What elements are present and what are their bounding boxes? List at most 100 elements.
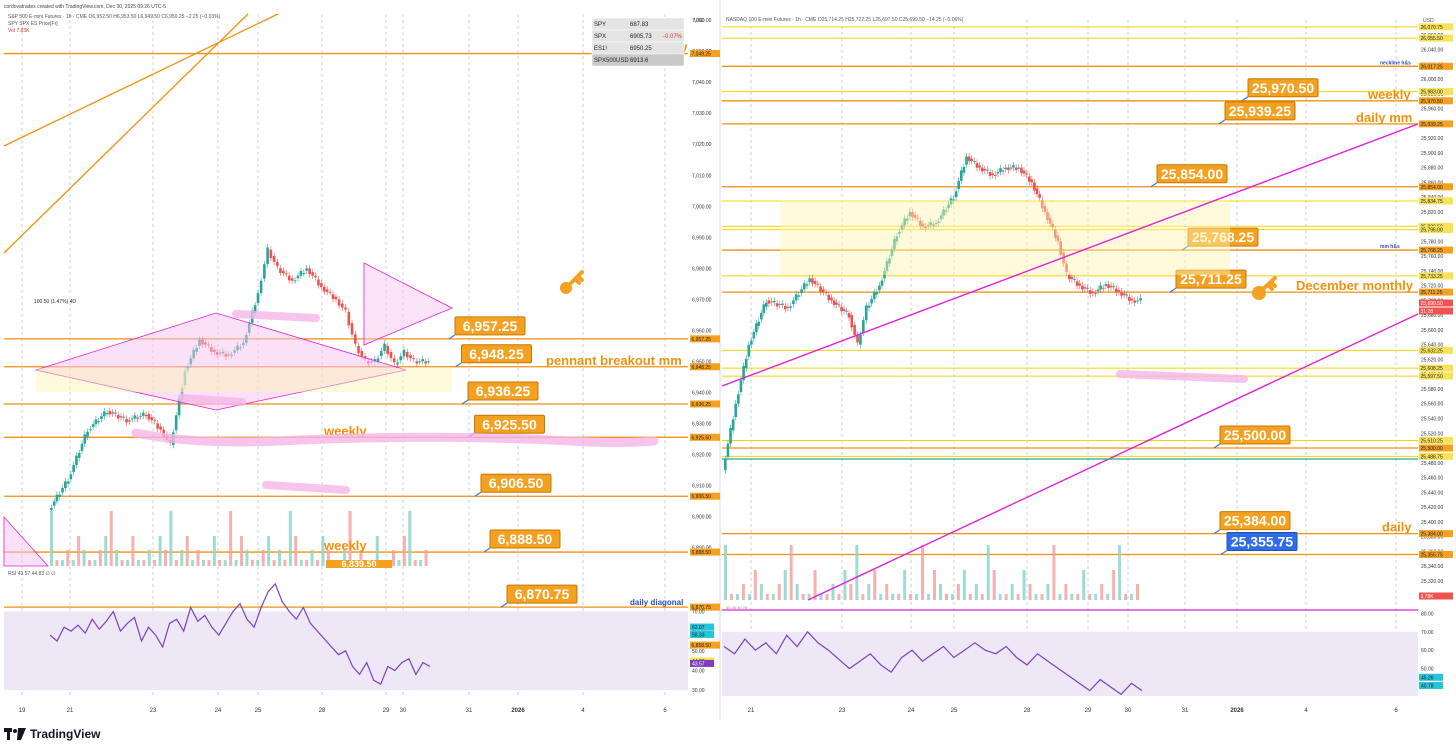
candle-body [808, 278, 812, 282]
candle-body [929, 222, 933, 226]
rsi-band [722, 631, 1418, 697]
price-tick-label: 7,040.00 [692, 80, 712, 86]
volume-bar [402, 536, 406, 566]
volume-bar [93, 560, 97, 566]
volume-bar [1136, 584, 1140, 600]
volume-bar [419, 560, 423, 566]
x-tick-label: 24 [215, 708, 222, 714]
candle-body [913, 214, 917, 218]
volume-bar [843, 570, 847, 600]
candle-body [726, 443, 730, 457]
volume-bar [408, 511, 412, 566]
candle-body [816, 283, 820, 285]
candle-body [337, 299, 341, 306]
volume-bar [1058, 594, 1062, 600]
watchlist-symbol: SPY [594, 22, 606, 28]
level-axis-badge [1419, 88, 1453, 96]
callout-leader [455, 362, 462, 368]
candle-body [862, 320, 865, 333]
candle-body [1117, 290, 1121, 292]
candle-body [1001, 170, 1005, 172]
volume-bar [348, 511, 352, 566]
price-tick-label: 7,020.00 [692, 142, 712, 148]
candle-body [341, 303, 344, 308]
price-callout-text: 6,957.25 [463, 318, 518, 334]
level-axis-badge [690, 603, 720, 611]
volume-bar [753, 570, 757, 600]
x-tick-label: 30 [400, 708, 407, 714]
level-axis-badge-text: 25,834.75 [1421, 199, 1443, 205]
price-tick-label: 25,960.00 [1421, 107, 1443, 113]
volume-bar [795, 584, 799, 600]
volume-bar [992, 570, 996, 600]
price-tick-label: 25,920.00 [1421, 136, 1443, 142]
volume-bar [861, 594, 865, 600]
x-tick-label: 24 [908, 708, 915, 714]
right-currency: USD [1423, 18, 1434, 24]
volume-bar [120, 560, 124, 566]
price-callout-box [1224, 101, 1296, 121]
candle-body [379, 350, 383, 357]
range-annotation: 100.50 (1.47%) 4D [34, 299, 76, 305]
candle-body [937, 221, 940, 223]
candle-body [150, 417, 154, 421]
candle-body [317, 279, 320, 286]
volume-bar [164, 550, 167, 566]
price-tick-label: 25,780.00 [1421, 239, 1443, 245]
candle-body [1125, 294, 1129, 296]
rsi-badge-text: 40.78 [1421, 684, 1434, 690]
candle-body [66, 481, 70, 484]
level-axis-badge-text: 25,355.75 [1421, 552, 1443, 558]
x-tick-label: 4 [581, 708, 585, 714]
candle-body [1022, 170, 1026, 174]
candle-body [786, 306, 790, 308]
price-tick-label: 25,720.00 [1421, 284, 1443, 290]
x-tick-label: 2026 [1230, 708, 1244, 714]
candle-body [1133, 300, 1137, 303]
price-tick-label: 25,400.00 [1421, 520, 1443, 526]
candle-body [880, 280, 884, 286]
volume-bar [915, 594, 919, 600]
candle-body [867, 305, 871, 308]
level-note: pennant breakout mm [546, 353, 682, 368]
credit-text: cordovatrades created with TradingView.c… [4, 4, 166, 10]
candle-body [767, 300, 771, 304]
volume-bar [82, 550, 86, 566]
candle-body [770, 301, 773, 303]
volume-bar [980, 594, 984, 600]
candle-body [757, 321, 761, 326]
highlight-stroke [262, 481, 350, 494]
level-axis-badge [690, 433, 720, 441]
volume-bar [158, 536, 162, 566]
price-tick-label: 25,320.00 [1421, 579, 1443, 585]
level-axis-badge [1419, 23, 1453, 31]
candle-body [1130, 298, 1134, 301]
callout-leader [1169, 287, 1177, 293]
candle-body [360, 350, 364, 357]
rsi-badge [690, 623, 714, 631]
candle-body [293, 280, 297, 282]
volume-bar [261, 550, 265, 566]
level-axis-badge [1419, 183, 1453, 191]
price-tick-label: 25,340.00 [1421, 564, 1443, 570]
candle-body [764, 302, 768, 307]
candle-body [383, 343, 386, 351]
candle-body [72, 464, 75, 473]
volume-bar [1034, 594, 1038, 600]
candle-body [747, 344, 751, 357]
candle-body [415, 361, 419, 364]
candle-body [1086, 287, 1089, 289]
candle-body [427, 361, 430, 363]
candle-body [314, 275, 317, 278]
x-tick-label: 31 [1182, 708, 1189, 714]
price-callout-text: 6,888.50 [498, 531, 553, 547]
candle-body [139, 415, 142, 417]
volume-bar [1094, 594, 1098, 600]
candle-body [259, 280, 263, 294]
rsi-tick-label: 80.00 [1421, 611, 1434, 617]
volume-bar [1076, 594, 1080, 600]
level-axis-badge [1419, 364, 1453, 372]
candle-body [739, 380, 743, 392]
level-axis-badge [1419, 62, 1453, 70]
volume-bar [1130, 594, 1134, 600]
